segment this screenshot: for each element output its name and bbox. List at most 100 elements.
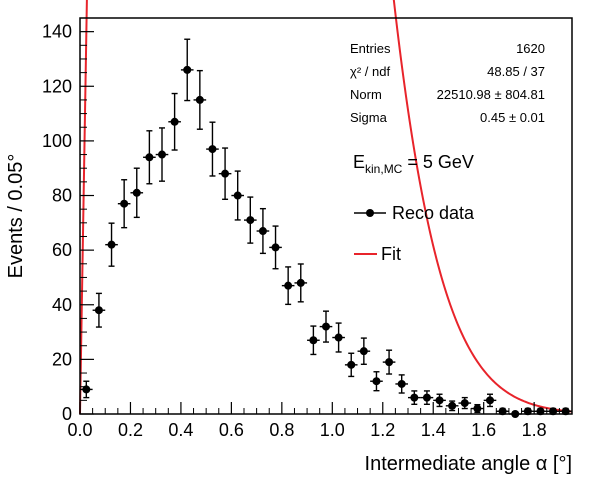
data-marker (221, 169, 230, 178)
data-marker (107, 240, 116, 249)
data-point (458, 396, 472, 410)
data-marker (397, 379, 406, 388)
data-marker (271, 243, 280, 252)
data-marker (372, 377, 381, 386)
stats-value: 1620 (516, 41, 545, 56)
stats-label: Sigma (350, 110, 388, 125)
stats-value: 48.85 / 37 (487, 64, 545, 79)
ticks-layer: 0.0 0.2 0.4 0.6 0.8 1.0 1.2 1.4 1.6 1.8 0 20 40 60 80 1… (42, 17, 560, 440)
stats-label: χ² / ndf (350, 64, 390, 79)
x-tick-label: 1.2 (370, 420, 395, 440)
data-point (382, 349, 396, 375)
data-point (433, 393, 446, 408)
data-point (445, 400, 459, 412)
legend-entry-fit: Fit (354, 244, 401, 264)
legend-label: Fit (381, 244, 401, 264)
data-marker (145, 153, 154, 162)
data-marker (233, 191, 242, 200)
data-marker (208, 145, 217, 154)
data-point (105, 222, 118, 267)
data-point (281, 266, 295, 306)
data-marker (94, 306, 103, 315)
data-point (117, 179, 131, 229)
data-marker (473, 404, 482, 413)
data-marker (334, 333, 343, 342)
energy-annotation: Ekin,MC = 5 GeV (353, 152, 474, 176)
data-marker (195, 95, 204, 104)
data-point (319, 310, 333, 343)
y-tick-label: 40 (52, 295, 72, 315)
data-point (483, 393, 497, 408)
data-marker (435, 396, 444, 405)
x-tick-label: 0.2 (118, 420, 143, 440)
data-point (420, 390, 434, 406)
legend-marker (366, 209, 374, 217)
data-point (344, 352, 358, 378)
data-point (168, 92, 181, 151)
data-marker (258, 227, 267, 236)
data-marker (246, 216, 255, 225)
data-point (370, 371, 383, 392)
data-marker (296, 278, 305, 287)
data-marker (158, 150, 166, 159)
data-marker (347, 360, 356, 369)
data-marker (448, 401, 457, 410)
stats-value: 0.45 ± 0.01 (480, 110, 545, 125)
data-marker (170, 117, 179, 126)
y-tick-label: 0 (62, 404, 72, 424)
data-point (244, 196, 257, 244)
x-tick-label: 1.4 (421, 420, 446, 440)
stats-label: Entries (350, 41, 391, 56)
data-marker (359, 347, 368, 356)
data-point (155, 127, 169, 182)
x-tick-label: 1.0 (320, 420, 345, 440)
stats-box: Entries 1620 χ² / ndf 48.85 / 37 Norm 22510.9… (350, 41, 545, 125)
data-marker (410, 393, 419, 402)
x-tick-label: 1.8 (522, 420, 547, 440)
data-point (294, 263, 308, 303)
x-tick-label: 0.6 (219, 420, 244, 440)
data-point (395, 374, 408, 394)
data-point (180, 38, 194, 102)
data-point (130, 167, 144, 219)
data-marker (460, 399, 469, 408)
data-point (92, 292, 106, 328)
data-marker (385, 358, 394, 367)
legend-label: Reco data (392, 203, 475, 223)
y-tick-label: 140 (42, 22, 72, 42)
x-tick-label: 0.0 (67, 420, 92, 440)
fit-curve (79, 0, 573, 415)
energy-annotation-main: E (353, 152, 365, 172)
data-point (143, 130, 156, 185)
data-point (193, 69, 207, 130)
data-point (269, 225, 282, 270)
data-point (231, 170, 244, 221)
data-marker (132, 188, 141, 197)
data-marker (82, 385, 91, 394)
x-axis-title: Intermediate angle α [°] (365, 453, 572, 475)
data-point (471, 403, 484, 414)
data-marker (183, 65, 192, 74)
data-point (256, 207, 270, 255)
energy-annotation-rest: = 5 GeV (402, 152, 474, 172)
y-axis-title: Events / 0.05° (5, 154, 27, 279)
y-tick-label: 20 (52, 349, 72, 369)
data-point (332, 322, 345, 353)
y-tick-label: 120 (42, 76, 72, 96)
data-marker (120, 199, 129, 208)
stats-label: Norm (350, 87, 382, 102)
data-point (218, 147, 232, 200)
legend: Reco data Fit (354, 203, 475, 264)
x-tick-label: 0.4 (168, 420, 193, 440)
stats-value: 22510.98 ± 804.81 (437, 87, 545, 102)
data-marker (309, 336, 318, 345)
x-tick-label: 1.6 (471, 420, 496, 440)
fit-layer (79, 0, 573, 415)
y-tick-label: 100 (42, 131, 72, 151)
data-marker (486, 396, 494, 405)
x-tick-label: 0.8 (269, 420, 294, 440)
data-layer (80, 38, 572, 418)
legend-entry-reco: Reco data (354, 203, 475, 223)
data-marker (422, 393, 431, 402)
